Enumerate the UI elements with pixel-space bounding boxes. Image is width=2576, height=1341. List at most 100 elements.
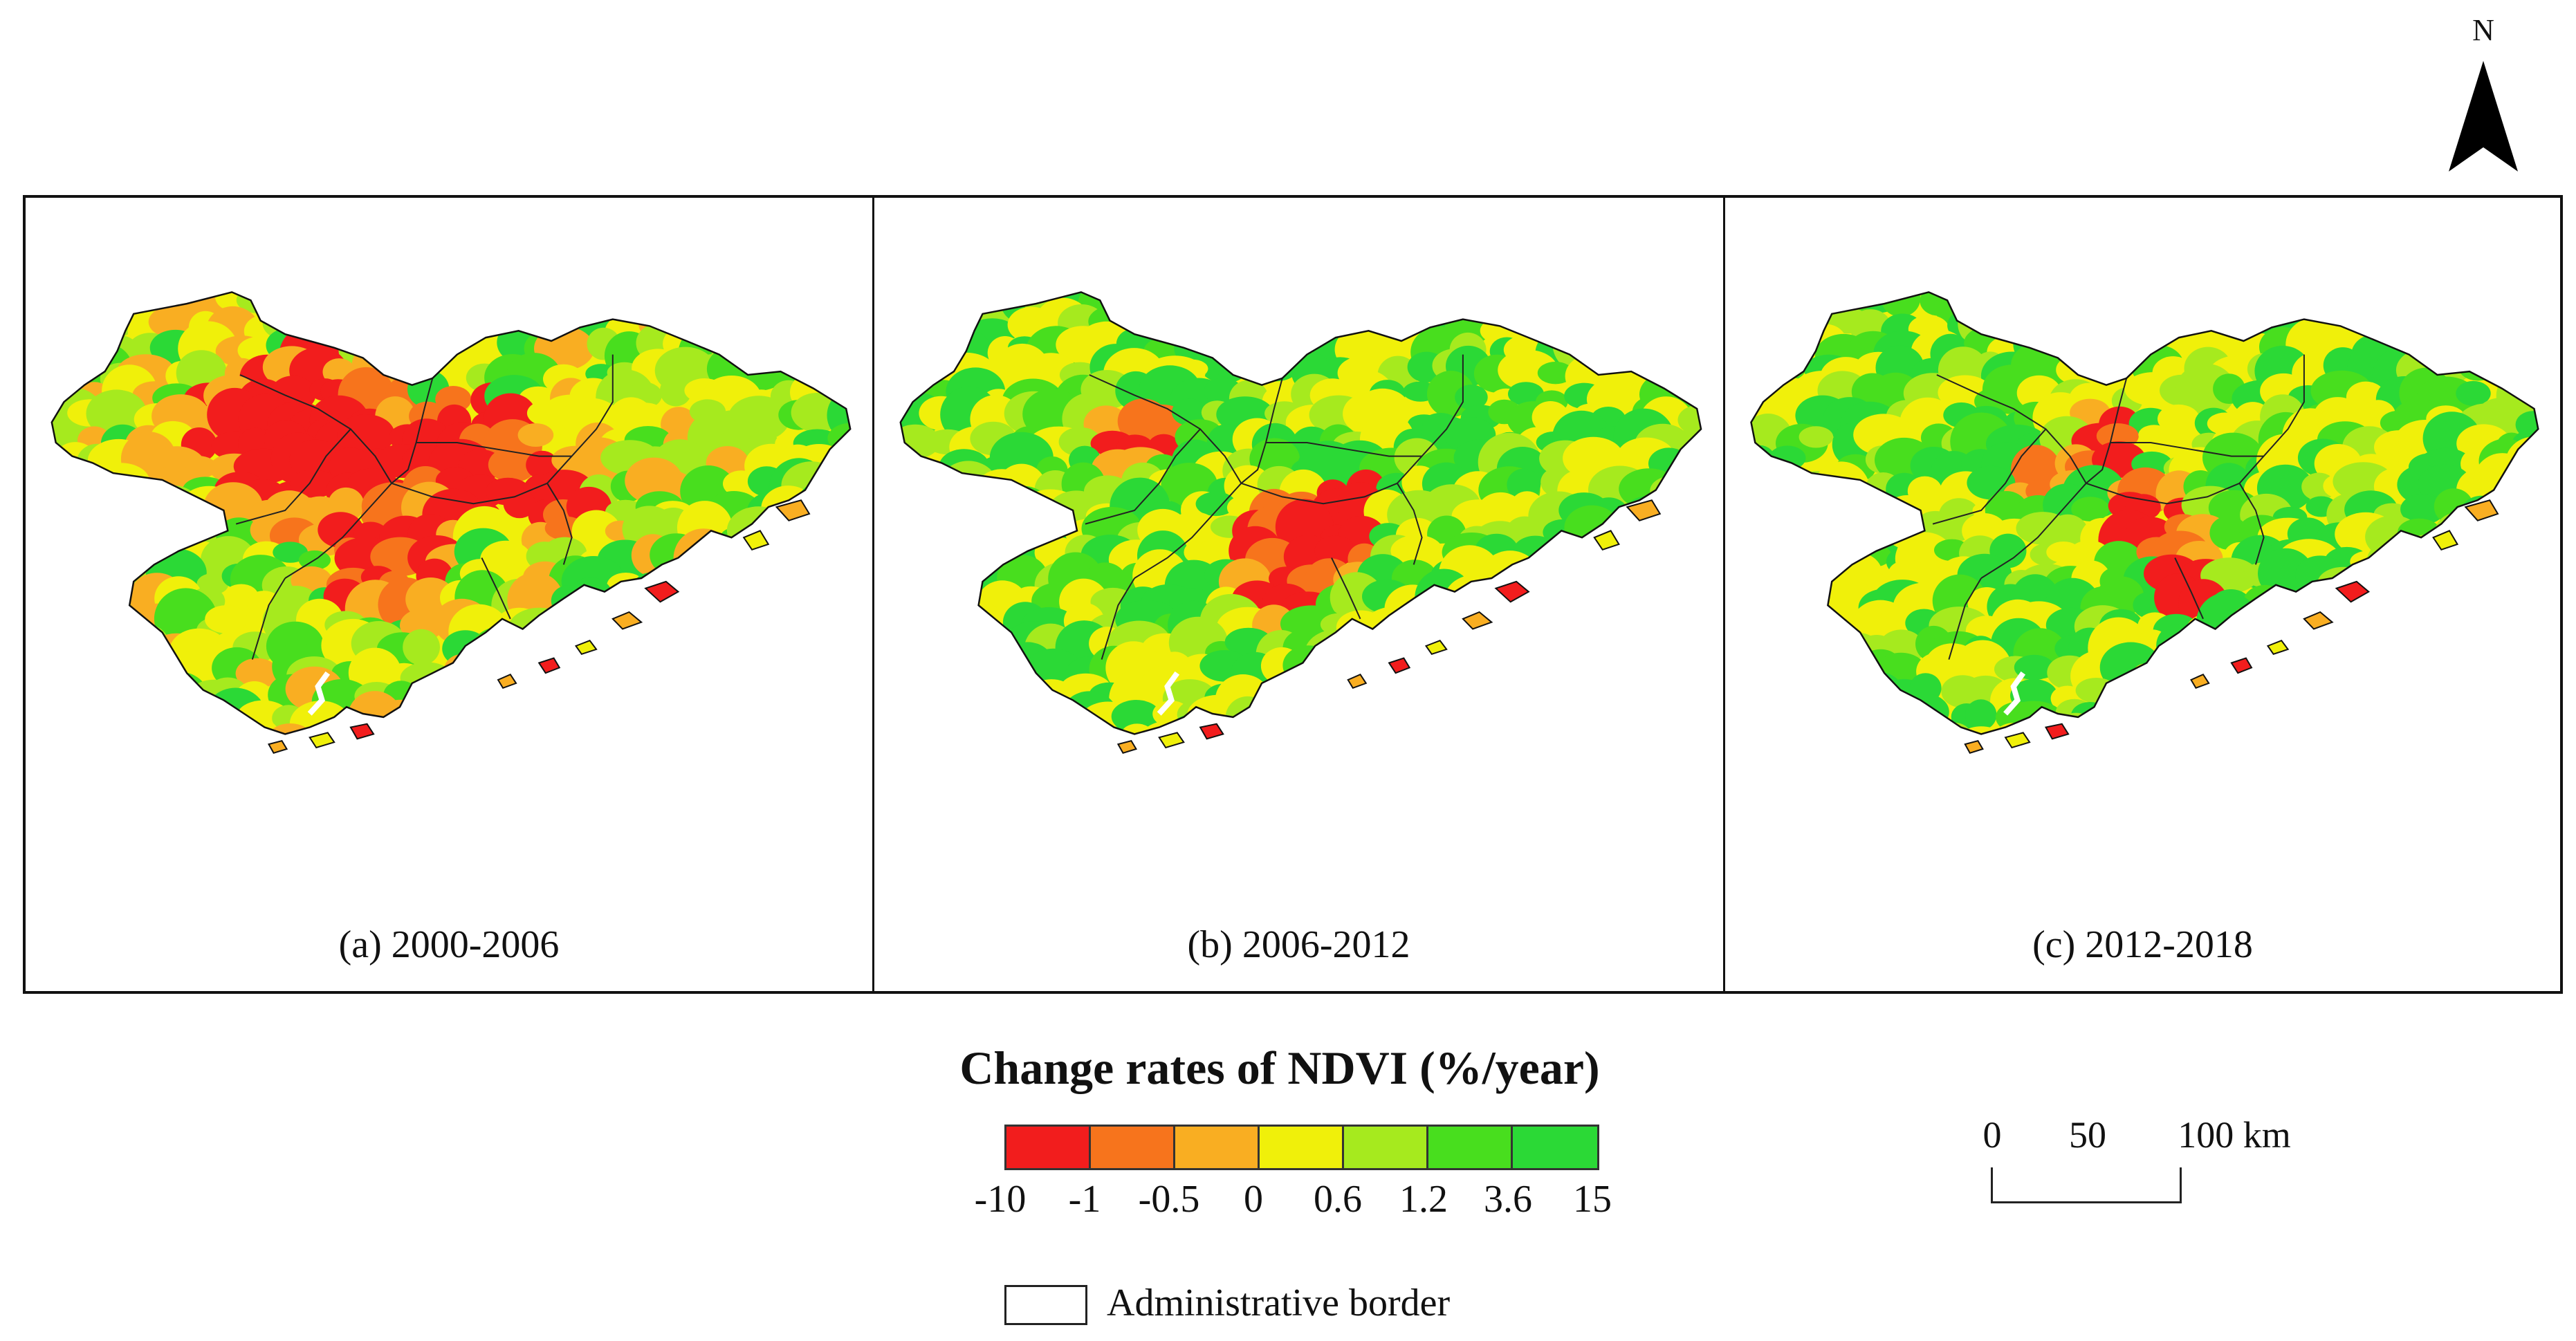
ndvi-patch: [919, 607, 967, 643]
ndvi-patch: [1172, 398, 1207, 426]
ndvi-patch: [797, 481, 851, 527]
ndvi-patch: [771, 678, 813, 704]
ndvi-patch: [748, 313, 780, 335]
island: [2303, 611, 2334, 630]
ndvi-patch: [1648, 292, 1702, 308]
ndvi-patch: [51, 294, 64, 319]
ndvi-patch: [1796, 676, 1832, 706]
ndvi-patch: [820, 472, 851, 506]
island: [574, 639, 598, 655]
ndvi-patch: [1238, 292, 1276, 325]
region-outline: [50, 291, 852, 735]
ndvi-patch: [1751, 292, 1782, 319]
ndvi-patch: [1590, 551, 1648, 603]
ndvi-patch: [80, 705, 117, 727]
ndvi-patch: [736, 292, 792, 329]
ndvi-patch: [2424, 307, 2470, 351]
ndvi-patch: [2405, 292, 2459, 299]
ndvi-patch: [2399, 702, 2437, 734]
ndvi-patch: [51, 568, 81, 600]
ndvi-patch: [2413, 731, 2447, 734]
ndvi-patch: [733, 562, 780, 600]
ndvi-patch: [1683, 292, 1702, 303]
ndvi-patch: [954, 651, 999, 687]
ndvi-patch: [2456, 380, 2491, 406]
ndvi-patch: [1615, 600, 1677, 658]
ndvi-patch: [1639, 673, 1702, 727]
ndvi-patch: [64, 304, 121, 344]
island: [1158, 732, 1185, 749]
ndvi-patch: [413, 298, 446, 320]
ndvi-patch: [1569, 268, 1601, 289]
ndvi-patch: [1678, 562, 1702, 593]
ndvi-patch: [1471, 658, 1535, 721]
ndvi-patch: [900, 663, 911, 689]
ndvi-patch: [129, 479, 163, 506]
ndvi-patch: [2481, 538, 2528, 586]
ndvi-patch: [493, 304, 530, 335]
ndvi-patch: [1197, 292, 1250, 320]
ndvi-patch: [980, 727, 1015, 734]
ndvi-patch: [2512, 558, 2539, 589]
ndvi-patch: [2319, 701, 2358, 728]
ndvi-patch: [900, 305, 944, 343]
ndvi-patch: [443, 654, 481, 689]
ndvi-patch: [51, 302, 100, 360]
legend-swatch-6: [1513, 1127, 1597, 1168]
ndvi-patch: [55, 515, 88, 540]
ndvi-patch: [900, 638, 932, 665]
ndvi-patch: [2368, 609, 2416, 651]
island: [1593, 530, 1620, 551]
ndvi-patch: [1583, 696, 1634, 734]
ndvi-patch: [1685, 631, 1702, 667]
ndvi-patch: [1647, 353, 1683, 379]
ndvi-patch: [367, 311, 429, 348]
ndvi-patch: [2346, 649, 2408, 687]
ndvi-patch: [474, 626, 536, 663]
ndvi-patch: [2149, 647, 2204, 701]
ndvi-patch: [2196, 592, 2259, 654]
ndvi-patch: [2487, 363, 2519, 385]
ndvi-patch: [1776, 513, 1825, 550]
ndvi-patch: [1446, 630, 1492, 656]
ndvi-patch: [1753, 492, 1787, 518]
legend-swatch-5: [1428, 1127, 1513, 1168]
ndvi-patch: [2320, 671, 2372, 721]
ndvi-patch: [2049, 308, 2099, 349]
ndvi-patch: [821, 620, 851, 664]
ndvi-patch: [2321, 730, 2361, 734]
ndvi-patch: [793, 599, 851, 659]
ndvi-patch: [1769, 673, 1816, 717]
ndvi-patch: [900, 535, 951, 587]
ndvi-patch: [1751, 475, 1767, 506]
admin-border-line: [251, 577, 286, 660]
ndvi-patch: [726, 562, 758, 589]
ndvi-patch: [2476, 721, 2530, 734]
ndvi-patch: [1802, 713, 1857, 734]
ndvi-patch: [925, 549, 968, 577]
ndvi-patch: [1144, 302, 1206, 338]
ndvi-patch: [1166, 302, 1230, 346]
ndvi-patch: [352, 292, 388, 299]
ndvi-patch: [940, 721, 998, 734]
ndvi-patch: [1798, 426, 1834, 448]
ndvi-patch: [2166, 720, 2207, 734]
ndvi-patch: [1476, 707, 1512, 732]
ndvi-patch: [1621, 558, 1675, 609]
ndvi-patch: [2237, 649, 2292, 694]
ndvi-patch: [2512, 294, 2539, 322]
ndvi-patch: [1751, 715, 1760, 734]
ndvi-patch: [96, 717, 157, 734]
ndvi-patch: [920, 292, 983, 306]
ndvi-patch: [1588, 602, 1647, 652]
ndvi-patch: [1420, 600, 1473, 647]
ndvi-patch: [2032, 292, 2063, 296]
ndvi-patch: [900, 513, 919, 557]
ndvi-patch: [765, 710, 801, 734]
ndvi-patch: [826, 529, 851, 579]
ndvi-patch: [1621, 519, 1674, 560]
ndvi-patch: [2196, 632, 2231, 665]
ndvi-patch: [2107, 292, 2151, 318]
ndvi-patch: [2435, 557, 2469, 591]
ndvi-patch: [900, 576, 910, 618]
